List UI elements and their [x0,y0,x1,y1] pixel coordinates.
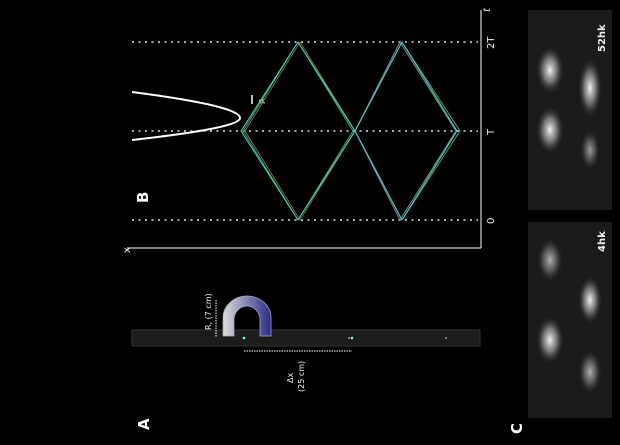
dx-label: Δx [286,373,295,383]
rx-label: R [258,98,267,104]
track-bar [131,329,481,347]
panel-b-label: B [134,192,152,203]
t-axis-label: t [482,7,493,12]
atom-dot [350,336,354,340]
potential-parabola [131,91,242,141]
panel-c-label: C [508,423,526,434]
x-axis-label: x [122,247,133,253]
absorption-image-4hk: 4hk [528,222,612,418]
absorption-image-52hk: 52hk [528,10,612,210]
atom-dot [348,337,350,339]
trajectories [240,41,461,221]
atom-dot [242,336,246,340]
image-label-4hk: 4hk [597,231,608,252]
tick-2T: 2T [486,36,497,49]
dx-value: (25 cm) [297,361,306,392]
atom-dot [445,337,447,339]
tick-0: 0 [486,218,497,224]
tick-T: T [486,128,497,136]
dotted-guides [132,41,478,221]
panel-a-label: A [135,418,153,430]
image-label-52hk: 52hk [597,24,608,52]
radius-label: R, (7 cm) [204,293,213,330]
ring-magnet [222,295,272,337]
